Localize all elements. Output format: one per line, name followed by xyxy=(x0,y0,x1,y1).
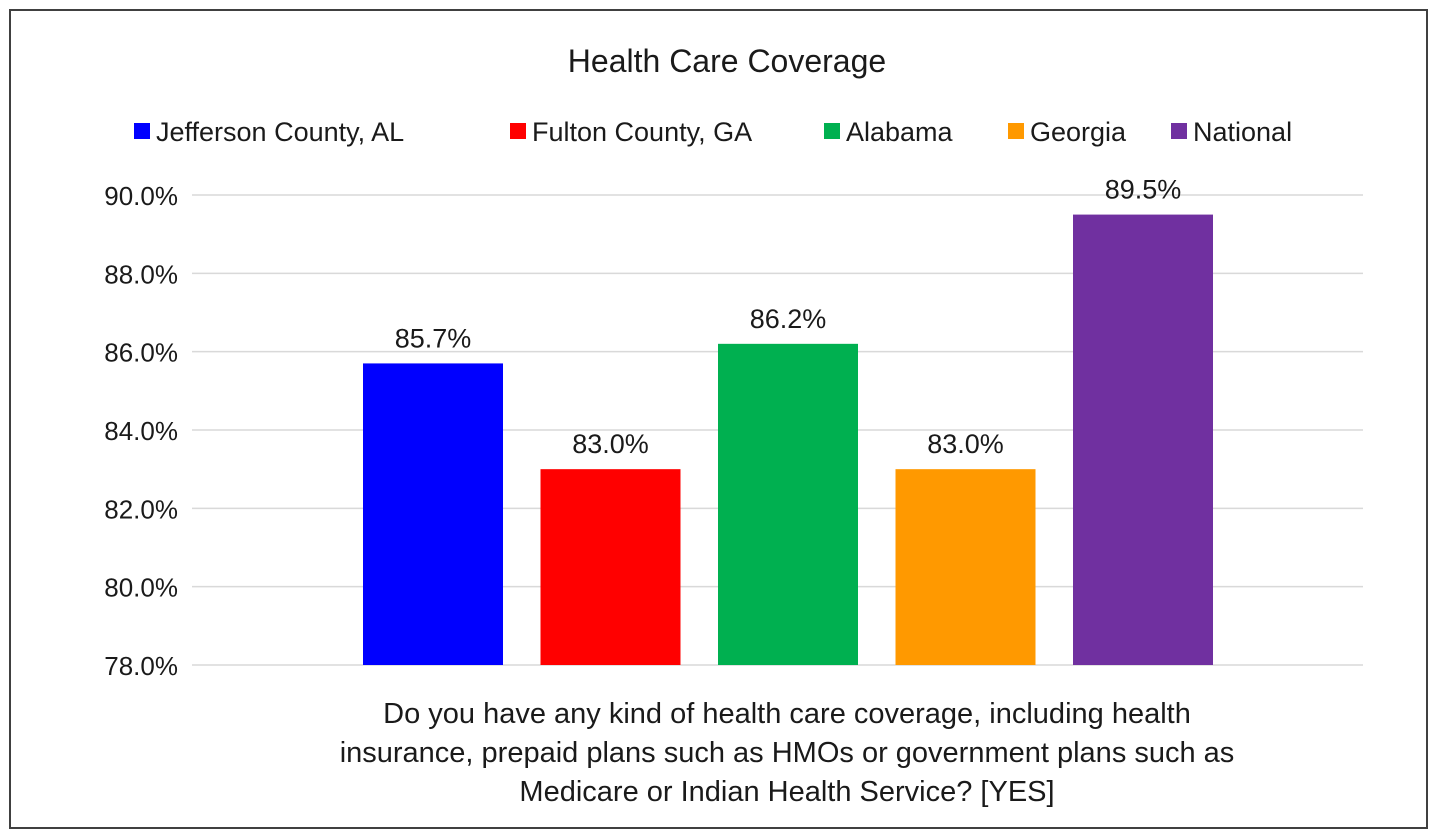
x-axis-label-line: insurance, prepaid plans such as HMOs or… xyxy=(340,737,1235,769)
bar-jefferson-county-al xyxy=(363,363,503,665)
legend-swatch xyxy=(824,123,840,139)
legend-label: Fulton County, GA xyxy=(532,117,752,147)
bar-value-label: 86.2% xyxy=(750,304,827,334)
y-axis: 78.0% 80.0% 82.0% 84.0% 86.0% 88.0% 90.0% xyxy=(104,181,178,681)
legend-label: National xyxy=(1193,117,1292,147)
legend-label: Alabama xyxy=(846,117,954,147)
legend-swatch xyxy=(1008,123,1024,139)
y-tick-label: 84.0% xyxy=(104,416,178,446)
bar-national xyxy=(1073,214,1213,666)
x-axis-label: Do you have any kind of health care cove… xyxy=(340,698,1235,808)
bar-georgia xyxy=(895,469,1036,665)
legend-swatch xyxy=(134,123,150,139)
bar-value-label: 83.0% xyxy=(572,429,649,459)
bar-alabama xyxy=(718,343,858,665)
bar-value-label: 89.5% xyxy=(1105,175,1182,205)
y-tick-label: 86.0% xyxy=(104,338,178,368)
bar-value-label: 85.7% xyxy=(395,323,472,353)
legend-entry: Jefferson County, AL xyxy=(134,117,404,147)
y-tick-label: 82.0% xyxy=(104,494,178,524)
legend-entry: Fulton County, GA xyxy=(510,117,752,147)
y-tick-label: 80.0% xyxy=(104,573,178,603)
bar-value-label: 83.0% xyxy=(927,429,1004,459)
legend-entry: Alabama xyxy=(824,117,954,147)
bar-value-labels: 85.7% 83.0% 86.2% 83.0% 89.5% xyxy=(395,175,1182,460)
y-tick-label: 78.0% xyxy=(104,651,178,681)
bars xyxy=(363,214,1213,666)
legend-label: Georgia xyxy=(1030,117,1127,147)
y-tick-label: 90.0% xyxy=(104,181,178,211)
legend-label: Jefferson County, AL xyxy=(156,117,404,147)
x-axis-label-line: Medicare or Indian Health Service? [YES] xyxy=(519,776,1054,808)
legend: Jefferson County, AL Fulton County, GA Ala… xyxy=(134,117,1292,147)
legend-swatch xyxy=(1171,123,1187,139)
x-axis-label-line: Do you have any kind of health care cove… xyxy=(383,698,1191,730)
y-tick-label: 88.0% xyxy=(104,259,178,289)
legend-entry: National xyxy=(1171,117,1292,147)
chart-title: Health Care Coverage xyxy=(568,43,886,79)
legend-entry: Georgia xyxy=(1008,117,1127,147)
legend-swatch xyxy=(510,123,526,139)
bar-fulton-county-ga xyxy=(540,469,681,665)
